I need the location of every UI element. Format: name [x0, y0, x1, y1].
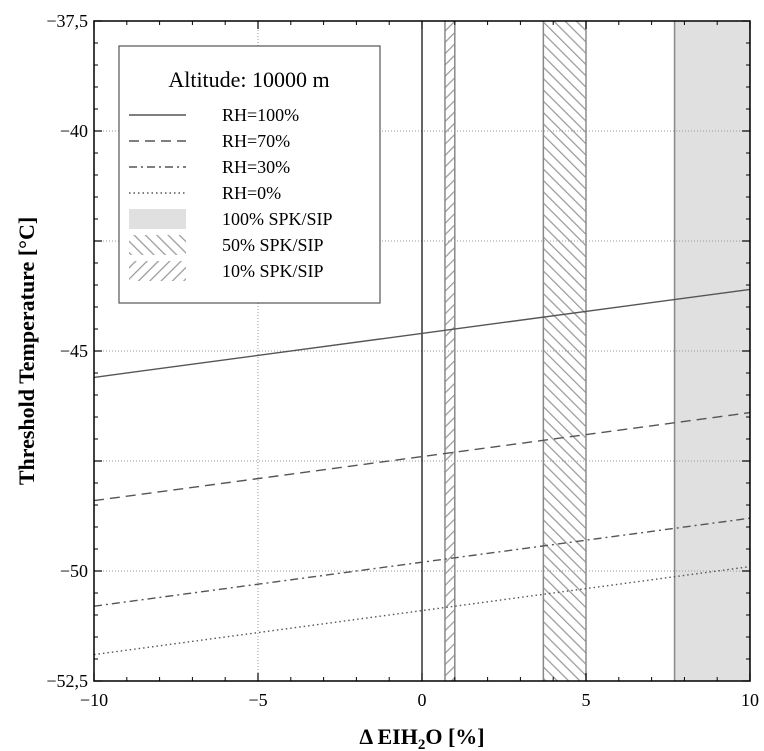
- x-axis-label-rest: O [%]: [425, 724, 484, 749]
- legend-label-3: RH=0%: [222, 183, 281, 203]
- series-line-0: [94, 288, 750, 379]
- legend-swatch-4: [129, 209, 186, 229]
- y-tick-label-1: −40: [60, 121, 88, 141]
- legend-entries: RH=100% RH=70% RH=30% RH=0% 100% SPK/SIP 50% …: [129, 105, 333, 281]
- y-tick-label-3: −45: [60, 341, 88, 361]
- legend-label-4: 100% SPK/SIP: [222, 209, 333, 229]
- legend-label-1: RH=70%: [222, 131, 290, 151]
- band-1: [543, 21, 586, 681]
- legend-label-5: 50% SPK/SIP: [222, 235, 324, 255]
- axis-ticks: [93, 20, 751, 682]
- legend: Altitude: 10000 m RH=100%RH=70%RH=30%RH=…: [118, 45, 381, 304]
- x-tick-label-0: −10: [80, 690, 108, 710]
- series-line-2: [94, 517, 750, 607]
- legend-label-6: 10% SPK/SIP: [222, 261, 324, 281]
- legend-label-2: RH=30%: [222, 157, 290, 177]
- legend-swatch-6: [129, 261, 186, 281]
- y-tick-label-6: −52,5: [46, 671, 88, 691]
- legend-swatch-5: [129, 235, 186, 255]
- y-tick-label-0: −37,5: [46, 11, 88, 31]
- tick-labels: −10 −5 0 5 10−37,5−40−45−50−52,5: [46, 11, 759, 710]
- data-series: [94, 288, 750, 656]
- x-axis-label: Δ EIH2O [%]: [359, 724, 484, 751]
- x-axis-label-subscript: 2: [418, 737, 426, 751]
- legend-title: Altitude: 10000 m: [168, 67, 329, 92]
- legend-label-0: RH=100%: [222, 105, 299, 125]
- x-tick-label-4: 10: [741, 690, 759, 710]
- x-tick-label-1: −5: [248, 690, 267, 710]
- series-line-1: [94, 411, 750, 502]
- x-tick-label-2: 0: [418, 690, 427, 710]
- x-axis-label-main: Δ EIH: [359, 724, 417, 749]
- legend-box: [118, 45, 381, 304]
- x-tick-label-3: 5: [582, 690, 591, 710]
- band-2: [444, 21, 455, 681]
- y-tick-label-5: −50: [60, 561, 88, 581]
- y-axis-label: Threshold Temperature [°C]: [14, 217, 39, 485]
